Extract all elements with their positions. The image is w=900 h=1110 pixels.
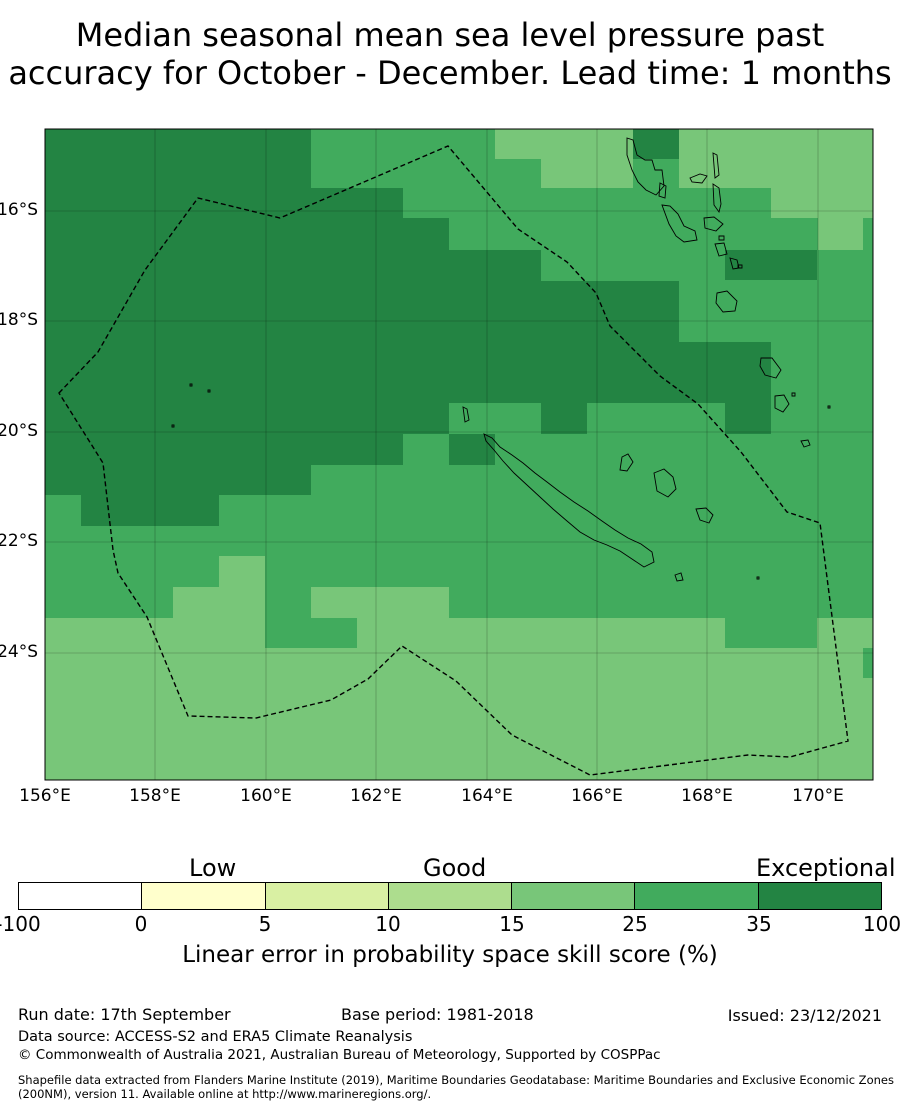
ouvea-island [619, 453, 634, 472]
skill-region [45, 218, 449, 250]
colorbar-segment [142, 883, 266, 909]
lon-label: 168°E [681, 786, 733, 806]
skill-region [45, 281, 679, 342]
skill-region [45, 188, 403, 218]
lon-label: 156°E [19, 786, 71, 806]
issued-date: Issued: 23/12/2021 [727, 1006, 882, 1025]
efate-island [715, 290, 738, 313]
lon-label: 158°E [129, 786, 181, 806]
colorbar-segment [19, 883, 143, 909]
lat-label: 22°S [0, 531, 38, 551]
aneityum-island [800, 439, 811, 448]
colorbar-segment [635, 883, 759, 909]
skill-region [818, 188, 863, 250]
colorbar [18, 882, 882, 910]
tanna-island [774, 394, 790, 413]
skill-region [311, 587, 449, 618]
walpole-islet [756, 576, 760, 580]
reef-islet [207, 389, 211, 393]
colorbar-tick: -100 [0, 912, 41, 936]
new-caledonia-island [483, 433, 655, 568]
colorbar-label: Linear error in probability space skill … [182, 942, 718, 968]
lat-label: 18°S [0, 310, 38, 330]
skill-region [541, 403, 587, 434]
lat-label: 24°S [0, 642, 38, 662]
colorbar-segment [512, 883, 636, 909]
shapefile-credit: Shapefile data extracted from Flanders M… [18, 1073, 894, 1101]
ambae-island [689, 173, 708, 184]
lifou-island [653, 468, 677, 498]
lon-label: 166°E [571, 786, 623, 806]
futuna-island [827, 405, 831, 409]
isle-of-pines [674, 572, 684, 582]
data-source: Data source: ACCESS-S2 and ERA5 Climate … [18, 1029, 413, 1045]
skill-region [449, 434, 495, 465]
skill-map [44, 128, 874, 781]
graticule [45, 129, 873, 780]
run-date: Run date: 17th September [18, 1005, 231, 1024]
lon-label: 160°E [240, 786, 292, 806]
malekula-island [661, 204, 698, 243]
category-good: Good [423, 854, 487, 882]
lat-label: 20°S [0, 421, 38, 441]
colorbar-tick: 100 [862, 912, 900, 936]
aniwa-island [791, 392, 796, 397]
base-period: Base period: 1981-2018 [341, 1005, 534, 1024]
malo-island [658, 182, 667, 199]
skill-region [633, 129, 679, 159]
lon-label: 162°E [350, 786, 402, 806]
chart-title-line-2: accuracy for October - December. Lead ti… [8, 54, 892, 92]
colorbar-tick: 35 [746, 912, 772, 936]
skill-region [45, 342, 771, 403]
epi-island [714, 242, 728, 257]
skill-region [45, 434, 403, 465]
skill-region [173, 587, 265, 618]
skill-region [541, 129, 633, 188]
eez-boundary [58, 145, 849, 776]
belep-islands [462, 406, 470, 423]
maewo-island [712, 152, 720, 179]
chart-title-line-1: Median seasonal mean sea level pressure … [75, 16, 825, 54]
lon-label: 170°E [792, 786, 844, 806]
skill-region [45, 250, 541, 281]
lon-label: 164°E [461, 786, 513, 806]
skill-region [679, 129, 873, 188]
colorbar-segment [265, 883, 389, 909]
copyright: © Commonwealth of Australia 2021, Austra… [18, 1047, 661, 1063]
skill-region [725, 403, 771, 434]
ambrym-island [703, 216, 724, 232]
colorbar-tick: 15 [499, 912, 525, 936]
colorbar-tick: 0 [134, 912, 148, 936]
skill-region [81, 495, 219, 526]
skill-region [863, 648, 873, 678]
colorbar-segment [388, 883, 513, 909]
espiritu-santo-island [626, 137, 665, 196]
pentecost-island [712, 183, 722, 214]
category-exceptional: Exceptional [756, 854, 896, 882]
reef-islet [171, 424, 175, 428]
skill-region [219, 556, 265, 587]
category-low: Low [189, 854, 237, 882]
colorbar-segment [758, 883, 881, 909]
lat-label: 16°S [0, 200, 38, 220]
colorbar-tick: 10 [375, 912, 401, 936]
colorbar-tick: 25 [622, 912, 648, 936]
skill-region [45, 129, 311, 188]
skill-region [725, 618, 817, 648]
mare-island [695, 507, 714, 524]
skill-grid [45, 129, 873, 780]
colorbar-tick: 5 [258, 912, 272, 936]
skill-region [265, 618, 357, 648]
shepherd-islet [718, 235, 725, 241]
coastlines [171, 137, 831, 582]
skill-region [45, 465, 311, 495]
emae-islet [737, 264, 743, 269]
erromango-island [759, 357, 782, 379]
reef-islet [189, 383, 193, 387]
map-frame [44, 128, 874, 781]
skill-region [45, 403, 449, 434]
